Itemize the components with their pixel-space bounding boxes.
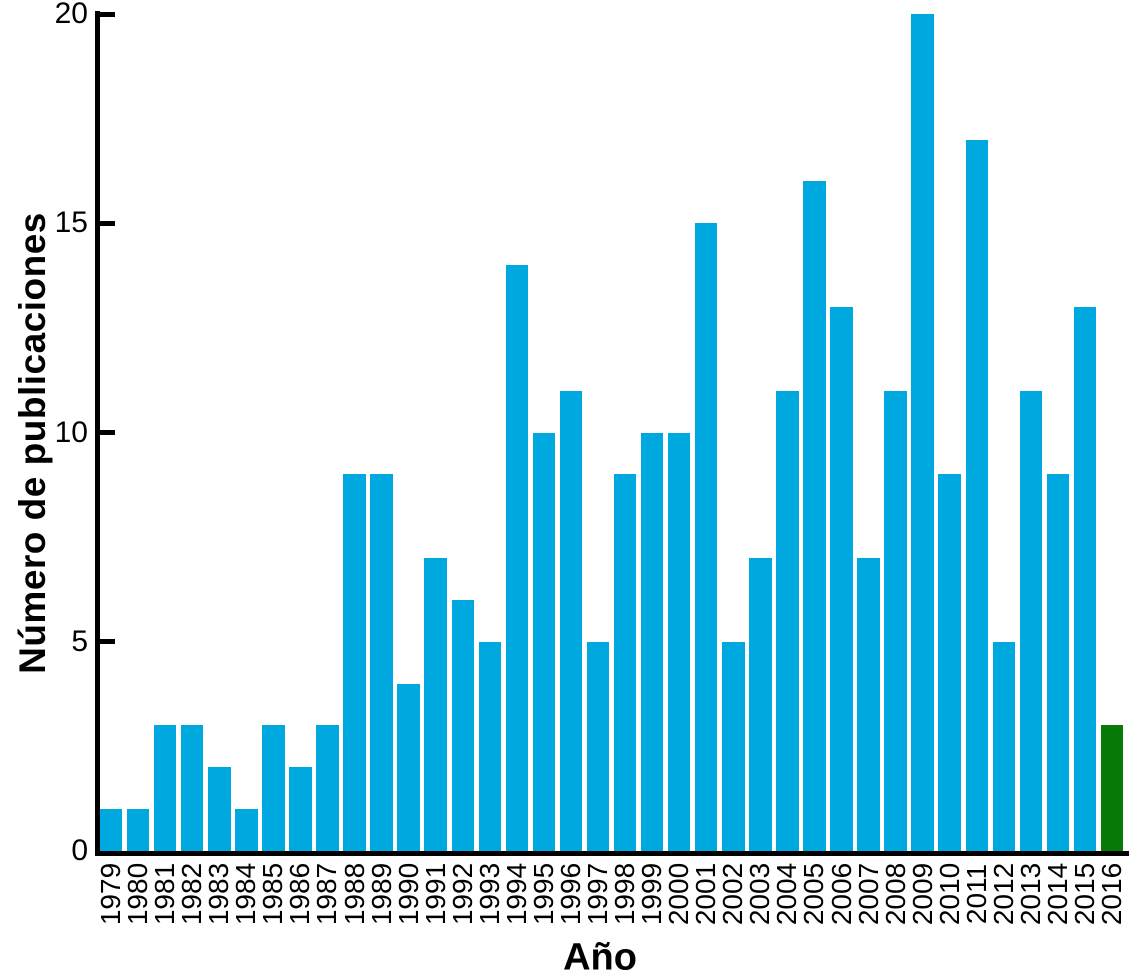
bar-2016: [1100, 725, 1124, 851]
bar-1993: [478, 641, 502, 851]
y-tick-label: 5: [71, 624, 88, 658]
bar-2010: [938, 474, 961, 851]
x-tick-label: 2010: [933, 862, 965, 926]
x-tick-label: 1982: [176, 862, 208, 926]
x-tick-label: 2006: [825, 862, 857, 926]
y-tick-label: 15: [54, 206, 88, 240]
bar-2002: [722, 641, 745, 851]
x-tick-label: 2016: [1096, 862, 1128, 926]
bar-1984: [235, 809, 258, 851]
x-tick-label: 1988: [338, 862, 370, 926]
x-tick-label: 1981: [149, 862, 181, 926]
bar-2015: [1073, 306, 1097, 851]
y-tick: [100, 11, 115, 17]
x-tick-label: 2013: [1014, 862, 1046, 926]
x-tick-label: 2011: [960, 863, 992, 925]
x-tick-label: 1990: [392, 862, 424, 926]
bar-1986: [289, 767, 312, 851]
bar-1999: [640, 432, 664, 851]
x-axis-line: [95, 851, 1129, 856]
x-tick-label: 1997: [582, 862, 614, 926]
bar-2008: [884, 390, 907, 851]
x-tick-label: 2009: [906, 862, 938, 926]
bar-1991: [424, 558, 447, 851]
bar-2009: [911, 14, 934, 851]
bar-1996: [559, 390, 583, 851]
x-tick-label: 1987: [311, 862, 343, 926]
bar-1997: [586, 641, 610, 851]
x-axis-title: Año: [563, 936, 637, 976]
y-tick-label: 10: [54, 415, 88, 449]
bar-1983: [208, 767, 231, 851]
x-tick-label: 1989: [365, 862, 397, 926]
bar-1992: [451, 599, 474, 851]
bar-1998: [613, 474, 637, 851]
bar-2006: [830, 306, 853, 851]
x-tick-label: 1979: [95, 862, 127, 926]
bar-2012: [992, 641, 1016, 851]
bar-2003: [749, 558, 772, 851]
bar-2000: [667, 432, 691, 851]
bar-2013: [1019, 390, 1043, 851]
bar-1979: [99, 809, 123, 851]
x-tick-label: 1980: [122, 862, 154, 926]
x-tick-label: 1999: [636, 862, 668, 926]
bar-1982: [180, 725, 204, 851]
bar-2014: [1046, 474, 1070, 851]
bar-2004: [776, 390, 799, 851]
y-axis-line: [95, 11, 100, 856]
y-tick: [100, 639, 115, 645]
bar-1994: [505, 265, 529, 851]
x-tick-label: 2012: [987, 862, 1019, 926]
y-tick: [100, 220, 115, 226]
x-tick-label: 1991: [419, 862, 451, 926]
bar-1980: [126, 809, 150, 851]
bar-1989: [370, 474, 393, 851]
x-tick-label: 1992: [446, 862, 478, 926]
x-tick-label: 2014: [1041, 862, 1073, 926]
bar-1985: [262, 725, 285, 851]
bar-2011: [965, 139, 989, 851]
x-tick-label: 2005: [798, 862, 830, 926]
x-tick-label: 1998: [609, 862, 641, 926]
bar-1987: [316, 725, 339, 851]
x-tick-label: 2008: [879, 862, 911, 926]
y-tick-label: 0: [71, 834, 88, 867]
bar-2005: [803, 181, 826, 851]
y-tick: [100, 430, 115, 435]
bar-1988: [343, 474, 366, 851]
bar-2001: [694, 223, 718, 851]
x-tick-label: 1996: [554, 862, 586, 926]
x-tick-label: 2000: [663, 862, 695, 926]
x-tick-label: 1994: [500, 862, 532, 926]
bar-1995: [532, 432, 556, 851]
x-tick-label: 2007: [852, 862, 884, 926]
bar-2007: [857, 558, 880, 851]
bar-1990: [397, 683, 420, 851]
x-tick-label: 1993: [473, 862, 505, 926]
x-tick-label: 1995: [527, 862, 559, 926]
bar-1981: [153, 725, 177, 851]
y-tick-label: 20: [54, 0, 88, 30]
x-tick-label: 2015: [1068, 862, 1100, 926]
